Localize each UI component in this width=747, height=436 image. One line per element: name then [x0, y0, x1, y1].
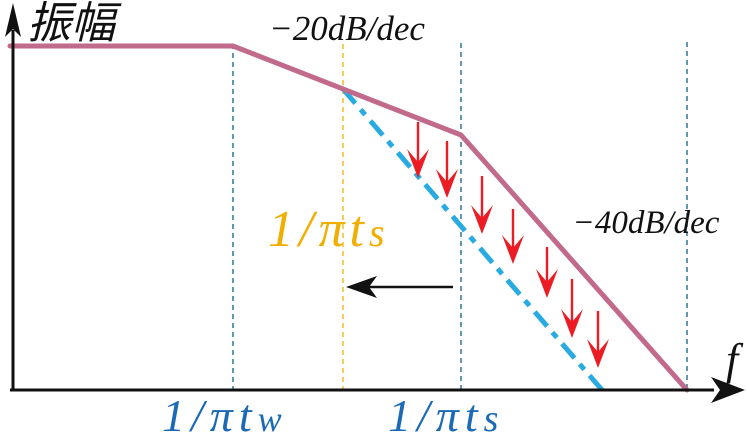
x-axis-arrow-icon	[711, 377, 745, 403]
left-shift-arrow-icon	[346, 276, 453, 298]
x-tick-label-1-pts: 1/πts	[388, 390, 504, 436]
x-axis-label: f	[726, 335, 744, 384]
shifted-corner-frequency-label: 1/πts	[268, 201, 390, 258]
axes	[5, 3, 745, 403]
y-axis-arrow-icon	[5, 3, 21, 37]
red-down-arrows	[407, 122, 609, 368]
x-tick-label-1-ptw: 1/πtw	[162, 390, 288, 436]
down-arrow-icon	[587, 311, 609, 368]
down-arrow-icon	[471, 176, 493, 234]
guide-lines	[232, 42, 688, 390]
slope-label-20db: −20dB/dec	[269, 9, 425, 48]
down-arrow-icon	[407, 122, 429, 178]
down-arrow-icon	[436, 141, 458, 198]
down-arrow-icon	[536, 247, 558, 298]
y-axis-label: 振幅	[27, 0, 122, 48]
slope-label-40db: −40dB/dec	[573, 205, 720, 241]
down-arrow-icon	[561, 279, 583, 338]
down-arrow-icon	[502, 209, 524, 264]
amplitude-response-curve	[7, 43, 690, 393]
shifted-asymptote-line	[341, 87, 604, 392]
